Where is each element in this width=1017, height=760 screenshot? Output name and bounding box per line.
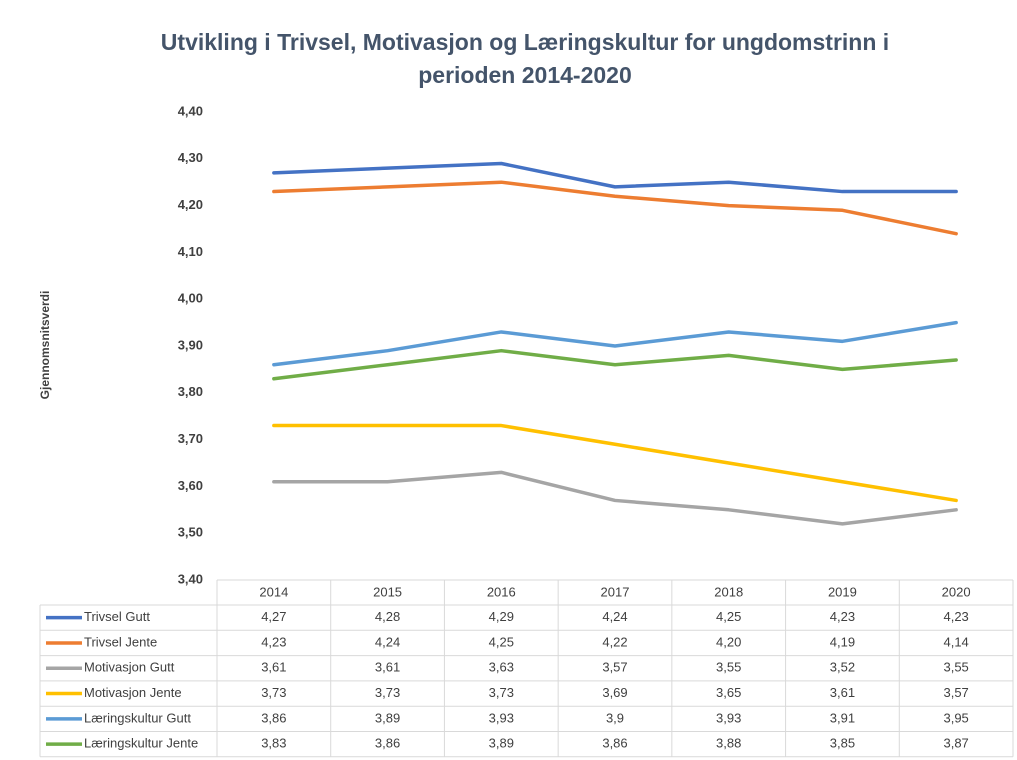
table-cell: 4,24 (602, 609, 627, 624)
table-cell: 3,89 (489, 736, 514, 751)
x-tick-label: 2019 (828, 584, 857, 599)
table-cell: 4,14 (943, 634, 968, 649)
table-cell: 3,86 (261, 710, 286, 725)
table-cell: 3,73 (489, 685, 514, 700)
chart-title: Utvikling i Trivsel, Motivasjon og Lærin… (161, 29, 889, 55)
y-tick-label: 4,10 (178, 244, 203, 259)
series-line (272, 180, 958, 236)
series-line (272, 348, 958, 381)
table-cell: 3,61 (830, 685, 855, 700)
table-cell: 4,27 (261, 609, 286, 624)
legend-label: Læringskultur Gutt (84, 710, 191, 725)
table-cell: 4,28 (375, 609, 400, 624)
legend-label: Trivsel Gutt (84, 609, 150, 624)
table-cell: 3,86 (375, 736, 400, 751)
legend-label: Læringskultur Jente (84, 736, 198, 751)
table-cell: 3,55 (716, 660, 741, 675)
table-cell: 4,20 (716, 634, 741, 649)
series-line (272, 320, 958, 367)
x-tick-label: 2016 (487, 584, 516, 599)
y-tick-label: 3,60 (178, 478, 203, 493)
table-cell: 3,52 (830, 660, 855, 675)
legend-label: Motivasjon Gutt (84, 660, 175, 675)
y-axis-label: Gjennomsnitsverdi (38, 291, 52, 400)
y-tick-label: 4,40 (178, 103, 203, 118)
y-tick-label: 3,90 (178, 337, 203, 352)
table-cell: 3,95 (943, 710, 968, 725)
table-cell: 3,73 (261, 685, 286, 700)
table-cell: 3,93 (489, 710, 514, 725)
legend-label: Trivsel Jente (84, 634, 157, 649)
table-cell: 4,23 (830, 609, 855, 624)
table-cell: 3,57 (602, 660, 627, 675)
table-cell: 3,57 (943, 685, 968, 700)
x-tick-label: 2017 (601, 584, 630, 599)
table-cell: 3,73 (375, 685, 400, 700)
table-cell: 4,19 (830, 634, 855, 649)
x-tick-label: 2018 (714, 584, 743, 599)
table-cell: 3,63 (489, 660, 514, 675)
table-cell: 3,86 (602, 736, 627, 751)
table-cell: 4,25 (489, 634, 514, 649)
table-cell: 3,93 (716, 710, 741, 725)
table-cell: 3,55 (943, 660, 968, 675)
table-cell: 4,29 (489, 609, 514, 624)
table-cell: 3,83 (261, 736, 286, 751)
series-line (272, 470, 958, 526)
table-cell: 4,25 (716, 609, 741, 624)
x-tick-label: 2015 (373, 584, 402, 599)
series-line (272, 161, 958, 194)
y-tick-label: 3,50 (178, 525, 203, 540)
x-tick-label: 2020 (942, 584, 971, 599)
table-cell: 3,61 (261, 660, 286, 675)
y-tick-label: 3,80 (178, 384, 203, 399)
x-tick-label: 2014 (259, 584, 288, 599)
table-cell: 3,89 (375, 710, 400, 725)
table-cell: 3,69 (602, 685, 627, 700)
y-tick-label: 3,40 (178, 571, 203, 586)
table-cell: 3,88 (716, 736, 741, 751)
series-line (272, 423, 958, 503)
table-cell: 3,9 (606, 710, 624, 725)
chart-title: perioden 2014-2020 (418, 62, 632, 88)
table-cell: 4,23 (943, 609, 968, 624)
table-cell: 3,87 (943, 736, 968, 751)
table-cell: 3,91 (830, 710, 855, 725)
y-tick-label: 4,20 (178, 197, 203, 212)
y-tick-label: 4,00 (178, 291, 203, 306)
table-cell: 3,65 (716, 685, 741, 700)
table-cell: 3,85 (830, 736, 855, 751)
legend-label: Motivasjon Jente (84, 685, 182, 700)
table-cell: 4,23 (261, 634, 286, 649)
table-cell: 4,24 (375, 634, 400, 649)
table-cell: 3,61 (375, 660, 400, 675)
table-cell: 4,22 (602, 634, 627, 649)
y-tick-label: 3,70 (178, 431, 203, 446)
y-tick-label: 4,30 (178, 150, 203, 165)
